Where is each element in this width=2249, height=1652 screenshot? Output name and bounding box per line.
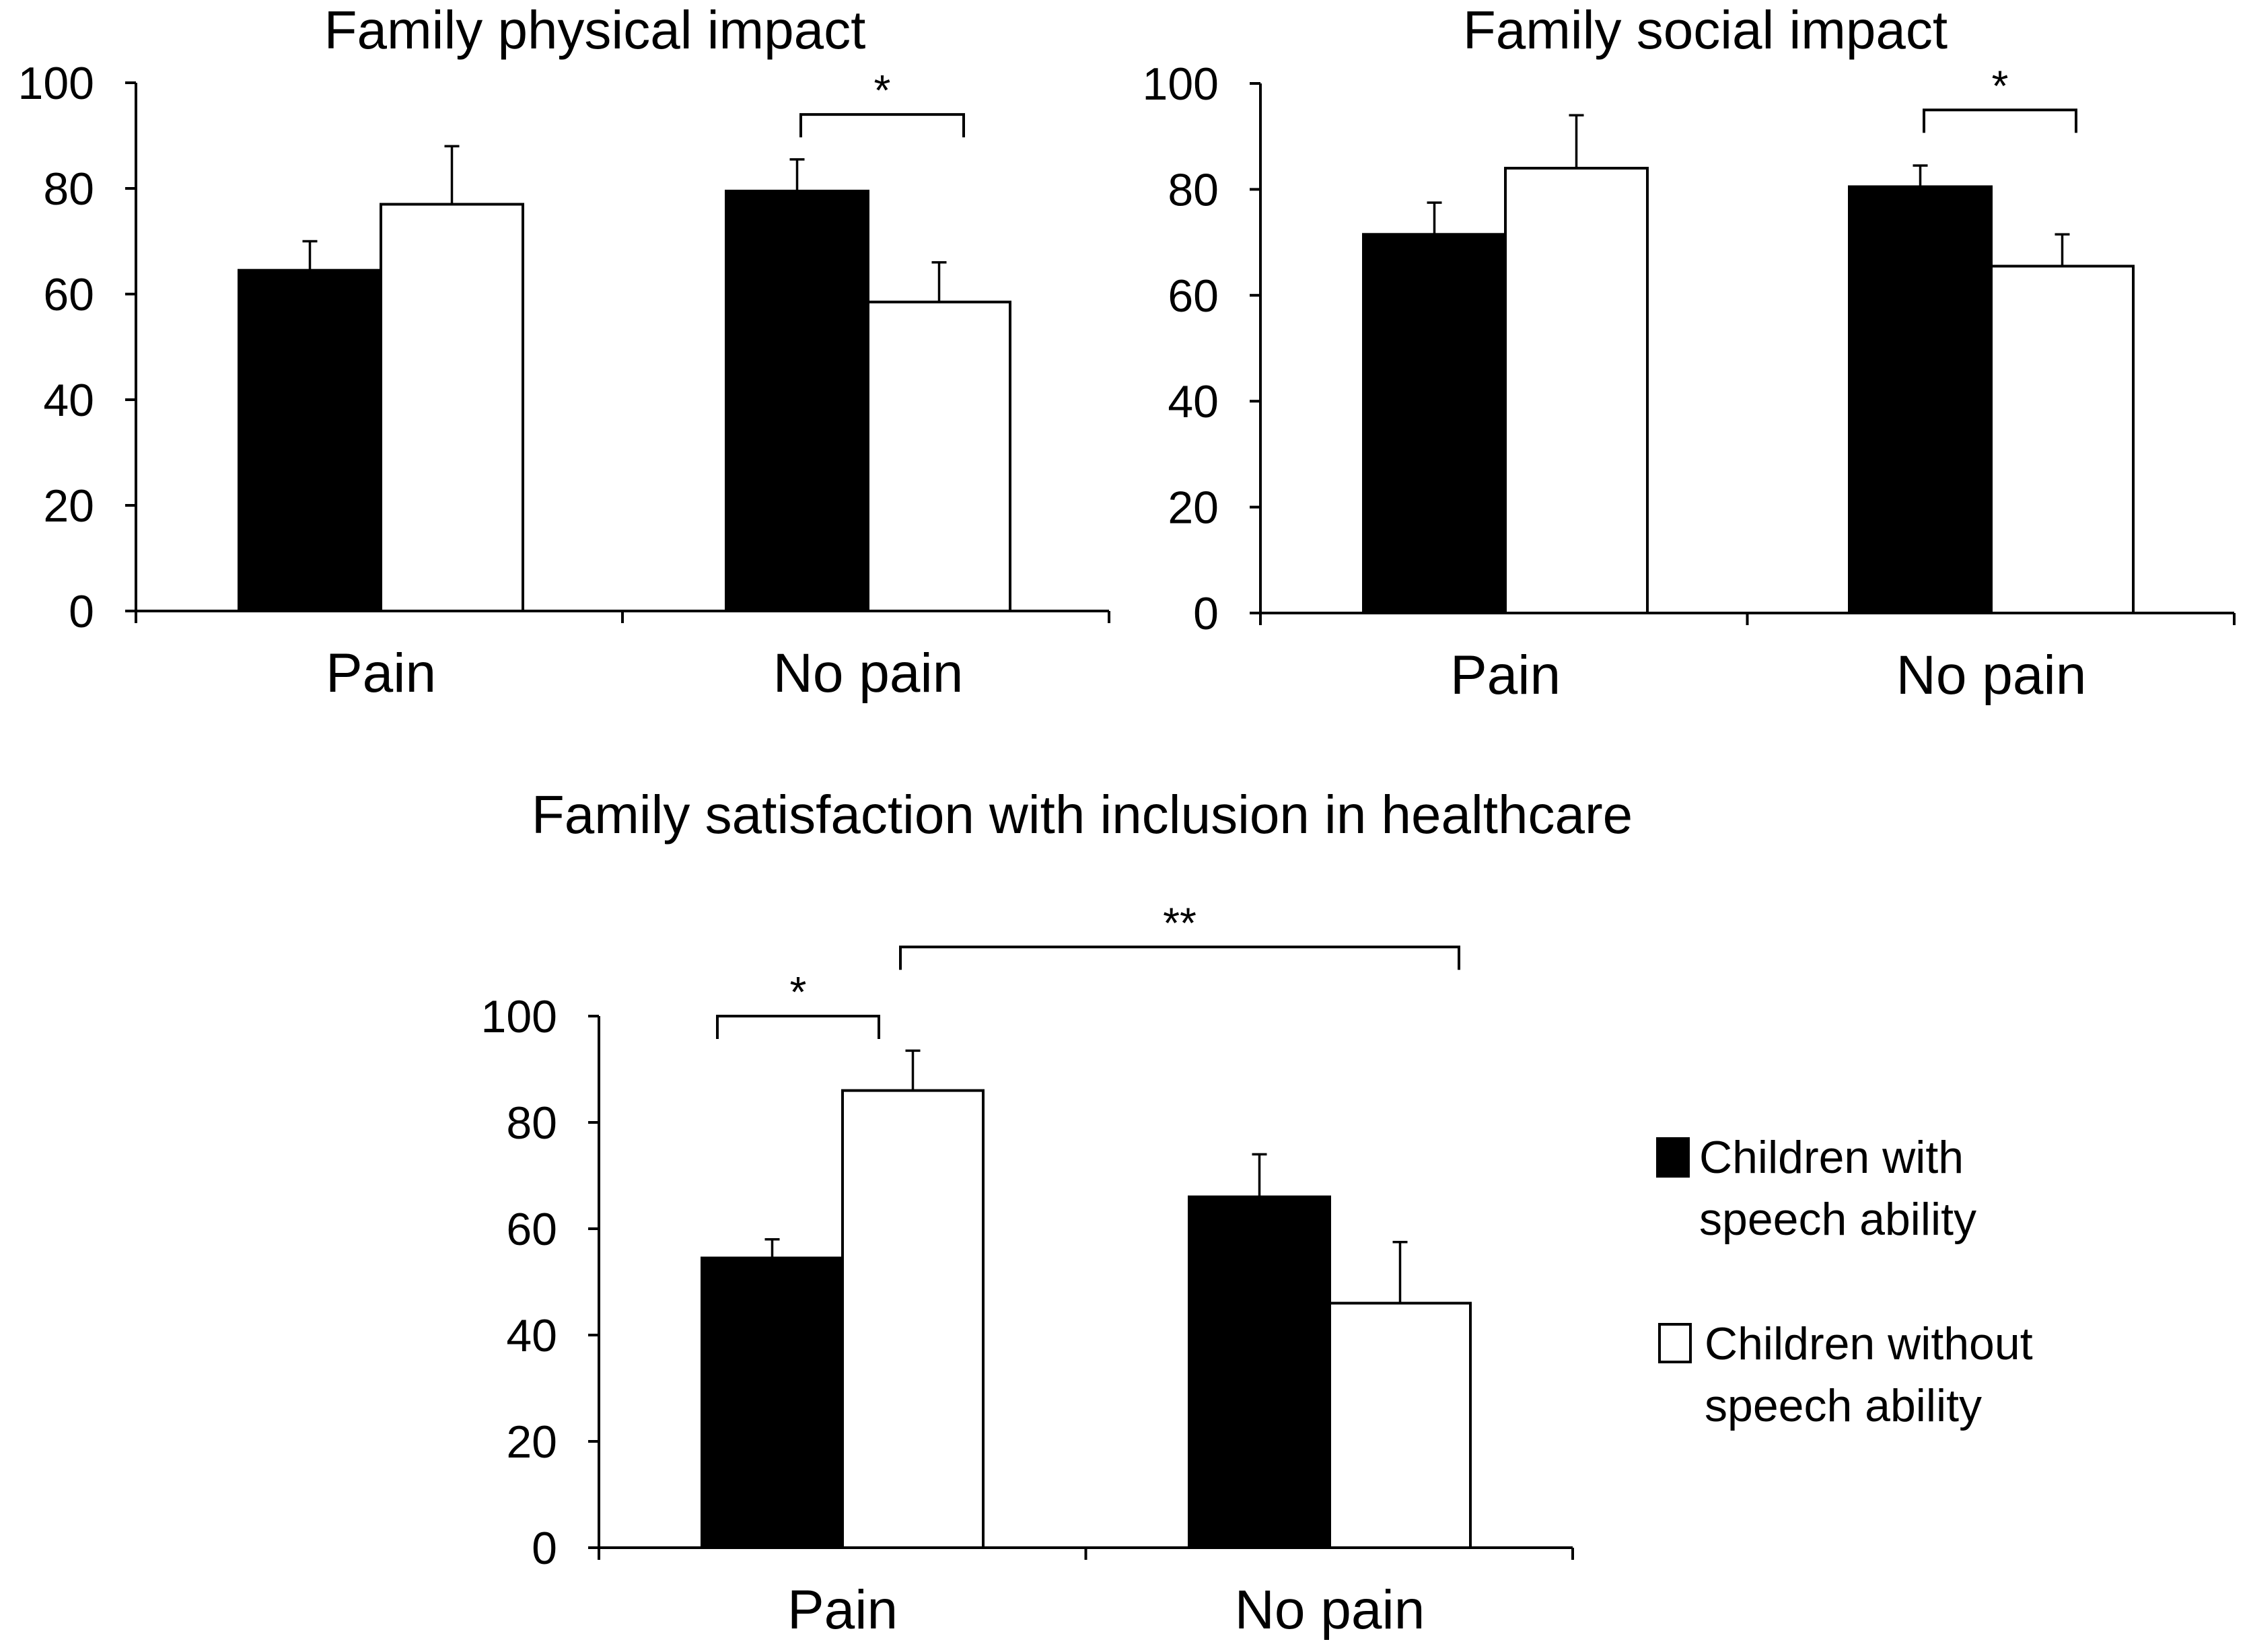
category-label: No pain — [773, 643, 964, 704]
y-tick-label: 0 — [532, 1523, 557, 1574]
y-tick-label: 80 — [506, 1098, 557, 1149]
chart-title: Family satisfaction with inclusion in he… — [532, 785, 1633, 845]
legend-label: speech ability — [1699, 1194, 1976, 1245]
chart-title: Family social impact — [1463, 0, 1948, 60]
bar-without-speech-no-pain — [1990, 264, 2135, 614]
significance-bracket — [716, 1015, 880, 1039]
y-tick-label: 20 — [43, 480, 94, 532]
y-tick-label: 80 — [1168, 164, 1219, 215]
y-tick-label: 60 — [506, 1204, 557, 1255]
significance-label: ** — [1163, 898, 1197, 947]
bar-without-speech-pain — [380, 203, 524, 612]
significance-bracket — [799, 113, 965, 138]
significance-bracket — [1923, 108, 2077, 133]
y-tick-label: 60 — [43, 269, 94, 320]
y-tick-label: 100 — [18, 58, 94, 109]
legend-swatch-with-speech — [1656, 1137, 1690, 1178]
y-tick-label: 40 — [506, 1310, 557, 1361]
y-tick-label: 40 — [43, 375, 94, 426]
significance-label: * — [874, 66, 891, 114]
significance-label: * — [1992, 61, 2009, 110]
category-label: Pain — [787, 1579, 898, 1641]
bar-with-speech-pain — [238, 268, 382, 612]
bar-without-speech-pain — [1504, 166, 1649, 615]
significance-label: * — [790, 968, 807, 1016]
y-tick-label: 0 — [69, 586, 94, 637]
category-label: Pain — [1450, 645, 1561, 706]
y-tick-label: 60 — [1168, 271, 1219, 322]
legend: Children with speech ability Children with… — [1656, 1132, 2033, 1431]
bar-with-speech-pain — [701, 1256, 844, 1549]
y-tick-label: 100 — [1143, 59, 1219, 110]
bar-with-speech-no-pain — [1848, 185, 1993, 614]
significance-bracket — [899, 945, 1460, 970]
bar-without-speech-pain — [841, 1089, 985, 1549]
legend-label: Children with — [1699, 1132, 1964, 1183]
chart-family-social-impact: Family social impact 0 20 40 60 80 100 Pain No p… — [1143, 0, 2236, 706]
category-label: No pain — [1235, 1579, 1425, 1641]
legend-label: Children without — [1705, 1318, 2033, 1369]
y-tick-label: 20 — [1168, 482, 1219, 534]
bar-with-speech-no-pain — [725, 189, 869, 612]
bar-without-speech-no-pain — [867, 300, 1011, 612]
category-label: Pain — [326, 643, 436, 704]
chart-family-satisfaction-inclusion: Family satisfaction with inclusion in he… — [481, 785, 1633, 1641]
y-tick-label: 0 — [1193, 588, 1219, 639]
legend-label: speech ability — [1705, 1380, 1982, 1431]
category-label: No pain — [1896, 645, 2087, 706]
y-tick-label: 80 — [43, 164, 94, 215]
chart-family-physical-impact: Family physical impact 0 20 40 60 80 100 Pain No… — [18, 0, 1110, 704]
chart-title: Family physical impact — [324, 0, 866, 60]
bar-without-speech-no-pain — [1328, 1301, 1472, 1549]
legend-swatch-without-speech — [1658, 1323, 1692, 1363]
y-tick-label: 20 — [506, 1416, 557, 1468]
y-tick-label: 40 — [1168, 376, 1219, 427]
y-tick-label: 100 — [481, 991, 557, 1042]
bar-with-speech-no-pain — [1188, 1195, 1331, 1549]
bar-with-speech-pain — [1362, 233, 1507, 615]
